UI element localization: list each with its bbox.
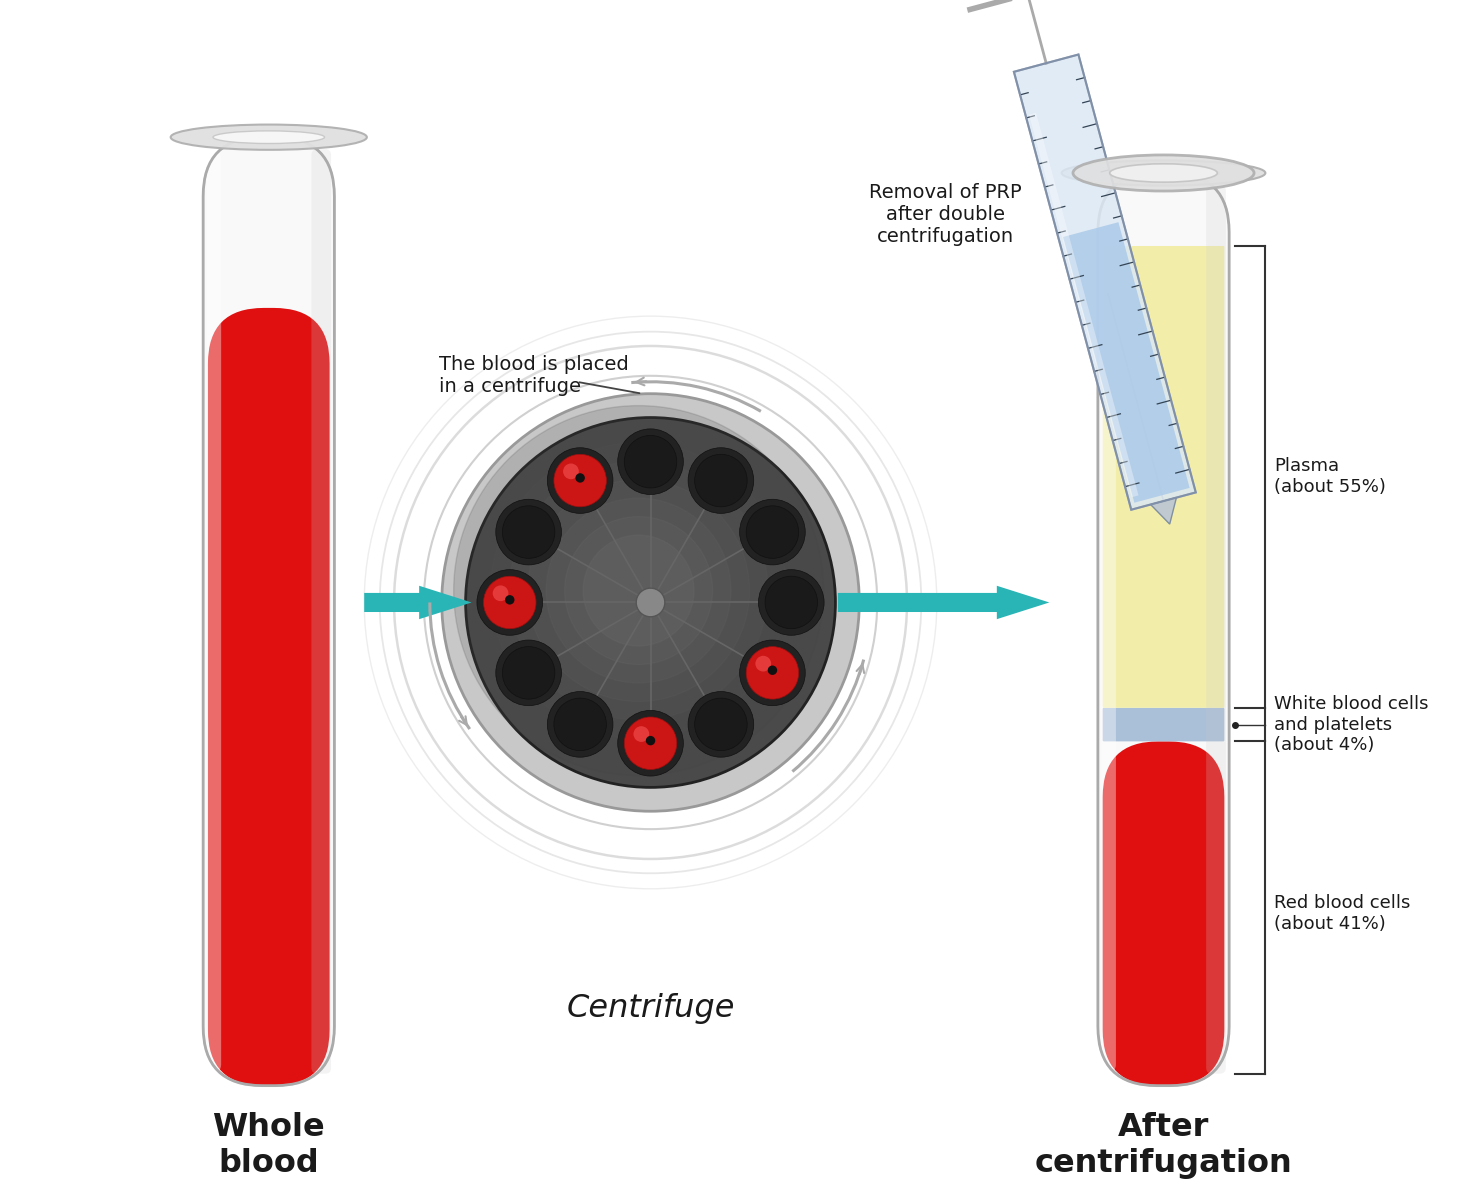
Ellipse shape: [1107, 167, 1220, 179]
Text: Red blood cells
(about 41%): Red blood cells (about 41%): [1274, 894, 1410, 933]
Circle shape: [502, 647, 555, 699]
Circle shape: [505, 595, 515, 605]
Circle shape: [528, 480, 749, 701]
Text: Plasma
(about 55%): Plasma (about 55%): [1274, 457, 1387, 496]
Polygon shape: [1063, 222, 1190, 502]
Circle shape: [633, 727, 650, 742]
Circle shape: [583, 534, 694, 647]
Ellipse shape: [213, 131, 324, 143]
Circle shape: [548, 447, 613, 513]
Circle shape: [576, 474, 585, 483]
Polygon shape: [1150, 497, 1177, 524]
Circle shape: [477, 570, 543, 635]
Circle shape: [617, 710, 684, 775]
Circle shape: [625, 435, 676, 488]
Circle shape: [441, 394, 860, 811]
FancyBboxPatch shape: [1098, 173, 1228, 1086]
Circle shape: [502, 506, 555, 558]
FancyBboxPatch shape: [207, 149, 221, 1074]
Circle shape: [565, 517, 712, 665]
FancyBboxPatch shape: [1206, 185, 1225, 1074]
Ellipse shape: [1061, 160, 1265, 186]
Circle shape: [548, 692, 613, 758]
Circle shape: [740, 639, 805, 705]
Circle shape: [484, 576, 536, 629]
Circle shape: [758, 570, 824, 635]
Circle shape: [491, 443, 786, 738]
Polygon shape: [1014, 55, 1196, 509]
Circle shape: [454, 406, 823, 775]
Circle shape: [562, 464, 579, 480]
Text: The blood is placed
in a centrifuge: The blood is placed in a centrifuge: [440, 356, 629, 396]
Text: Removal of PRP
after double
centrifugation: Removal of PRP after double centrifugati…: [869, 184, 1021, 246]
Circle shape: [694, 698, 747, 750]
FancyBboxPatch shape: [1103, 246, 1224, 707]
Circle shape: [466, 418, 835, 787]
Circle shape: [645, 736, 656, 746]
Circle shape: [688, 447, 753, 513]
Text: Whole
blood: Whole blood: [213, 1112, 326, 1179]
Ellipse shape: [170, 124, 367, 150]
Polygon shape: [1029, 113, 1138, 497]
FancyBboxPatch shape: [207, 308, 330, 1086]
Circle shape: [636, 588, 665, 617]
Circle shape: [746, 506, 799, 558]
Ellipse shape: [1110, 163, 1218, 183]
Circle shape: [768, 666, 777, 675]
Circle shape: [496, 499, 561, 565]
Circle shape: [740, 500, 805, 565]
Circle shape: [472, 424, 805, 756]
Text: White blood cells
and platelets
(about 4%): White blood cells and platelets (about 4…: [1274, 694, 1430, 754]
FancyBboxPatch shape: [1101, 185, 1116, 1074]
Circle shape: [755, 656, 771, 672]
Circle shape: [546, 499, 731, 682]
Circle shape: [554, 455, 607, 507]
Circle shape: [625, 717, 676, 769]
Circle shape: [493, 586, 509, 601]
Text: After
centrifugation: After centrifugation: [1035, 1112, 1292, 1179]
Circle shape: [554, 698, 607, 750]
FancyBboxPatch shape: [1103, 707, 1224, 741]
Circle shape: [688, 692, 753, 758]
Circle shape: [694, 455, 747, 507]
Ellipse shape: [1073, 155, 1254, 191]
Circle shape: [496, 639, 561, 705]
Circle shape: [746, 647, 799, 699]
Circle shape: [509, 460, 768, 719]
Text: Centrifuge: Centrifuge: [567, 993, 734, 1024]
FancyBboxPatch shape: [203, 137, 334, 1086]
Circle shape: [617, 428, 684, 494]
Circle shape: [423, 376, 878, 829]
FancyArrow shape: [364, 586, 472, 619]
FancyArrow shape: [838, 586, 1049, 619]
FancyBboxPatch shape: [1103, 741, 1224, 1086]
Circle shape: [765, 576, 817, 629]
FancyBboxPatch shape: [311, 149, 332, 1074]
